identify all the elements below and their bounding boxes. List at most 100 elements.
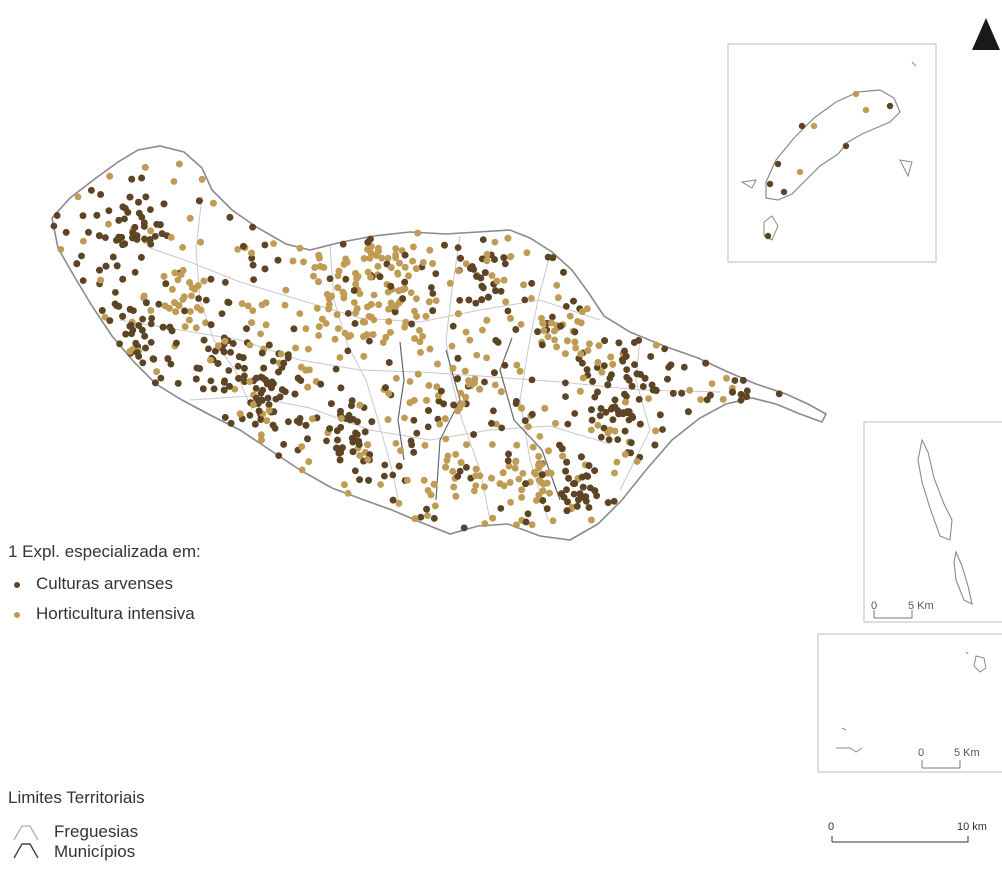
farm-dot	[411, 307, 418, 315]
farm-dot	[246, 378, 254, 385]
farm-dot	[723, 374, 730, 382]
farm-dot	[156, 221, 164, 229]
farm-dot	[557, 322, 564, 330]
farm-dot	[604, 499, 612, 506]
farm-dot	[160, 200, 168, 208]
farm-dot	[500, 254, 508, 262]
farm-dot	[147, 227, 155, 235]
farm-dot	[85, 228, 92, 236]
farm-dot	[174, 380, 182, 387]
farm-dot	[408, 320, 415, 328]
farm-dot	[241, 378, 249, 385]
farm-dot	[275, 452, 283, 459]
farm-dot	[394, 269, 401, 277]
farm-dot	[707, 391, 714, 399]
farm-dot	[454, 472, 462, 480]
farm-dot	[506, 479, 514, 486]
farm-dot	[473, 351, 481, 359]
farm-dot	[739, 377, 747, 384]
farm-dot	[481, 483, 488, 491]
farm-dot	[368, 313, 375, 321]
farm-dot	[337, 449, 344, 456]
farm-dot	[446, 280, 454, 287]
farm-dot	[138, 254, 145, 261]
farm-dot	[389, 496, 397, 504]
farm-dot	[355, 441, 363, 448]
farm-dot	[465, 380, 473, 388]
farm-dot	[539, 497, 547, 504]
farm-dot	[338, 415, 345, 422]
farm-dot	[159, 323, 167, 331]
farm-dot	[335, 267, 343, 275]
farm-dot	[440, 400, 447, 408]
farm-dot	[315, 251, 323, 259]
farm-dot	[365, 476, 372, 484]
farm-dot	[364, 441, 371, 449]
farm-dot	[265, 401, 273, 409]
farm-dot	[246, 411, 254, 419]
farm-dot	[615, 410, 623, 418]
farm-dot	[138, 326, 146, 334]
farm-dot	[150, 355, 158, 363]
farm-dot	[171, 269, 179, 277]
farm-dot	[432, 270, 440, 278]
farm-dot	[410, 243, 417, 251]
farm-dot	[180, 293, 188, 301]
farm-dot	[192, 375, 200, 383]
farm-dot	[611, 396, 619, 404]
farm-dot	[504, 457, 512, 465]
farm-dot	[291, 390, 299, 398]
farm-dot	[352, 309, 359, 317]
farm-dot	[472, 465, 480, 473]
farm-dot	[265, 341, 273, 349]
farm-dot	[402, 318, 410, 326]
farm-dot	[467, 264, 474, 272]
farm-dot	[488, 474, 495, 482]
farm-dot	[456, 467, 464, 475]
farm-dot	[438, 387, 445, 395]
farm-dot	[543, 505, 551, 513]
farm-dot	[669, 389, 677, 397]
farm-dot	[392, 440, 400, 447]
farm-dot	[425, 407, 432, 414]
farm-dot	[483, 354, 490, 362]
farm-dot	[685, 408, 692, 416]
farm-dot	[207, 275, 215, 283]
farm-dot	[483, 316, 491, 324]
farm-dot	[62, 229, 70, 236]
farm-dot	[585, 504, 593, 511]
farm-dot	[516, 367, 524, 375]
farm-dot	[356, 290, 364, 298]
farm-dot	[518, 494, 525, 501]
farm-dot	[416, 327, 423, 334]
farm-dot	[186, 316, 193, 324]
farm-dot	[340, 290, 348, 298]
farm-dot	[547, 469, 555, 477]
farm-dot	[263, 417, 271, 424]
farm-dot	[162, 280, 170, 288]
farm-dot	[126, 193, 134, 201]
farm-dot	[73, 260, 81, 268]
scale-selvagens-end: 5 Km	[954, 747, 980, 759]
farm-dot	[328, 400, 335, 407]
farm-dot	[588, 516, 595, 524]
scale-selvagens-start: 0	[918, 747, 924, 759]
farm-dot	[293, 417, 301, 425]
farm-dot	[405, 272, 412, 280]
legend-item-label: Culturas arvenses	[36, 574, 174, 593]
farm-dot	[631, 339, 638, 346]
farm-dot	[186, 214, 194, 222]
farm-dot	[113, 262, 121, 270]
farm-dot	[389, 471, 397, 479]
farm-dot	[597, 405, 605, 412]
farm-dot	[131, 268, 139, 276]
farm-dot	[310, 272, 317, 280]
farm-dot	[525, 423, 532, 431]
farm-dot	[570, 490, 578, 498]
limits-item-freguesias: Freguesias	[54, 822, 139, 841]
farm-dot	[457, 389, 465, 397]
farm-dot	[420, 477, 428, 484]
farm-dot	[544, 333, 552, 340]
farm-dot	[248, 254, 256, 262]
farm-dot	[422, 312, 430, 320]
